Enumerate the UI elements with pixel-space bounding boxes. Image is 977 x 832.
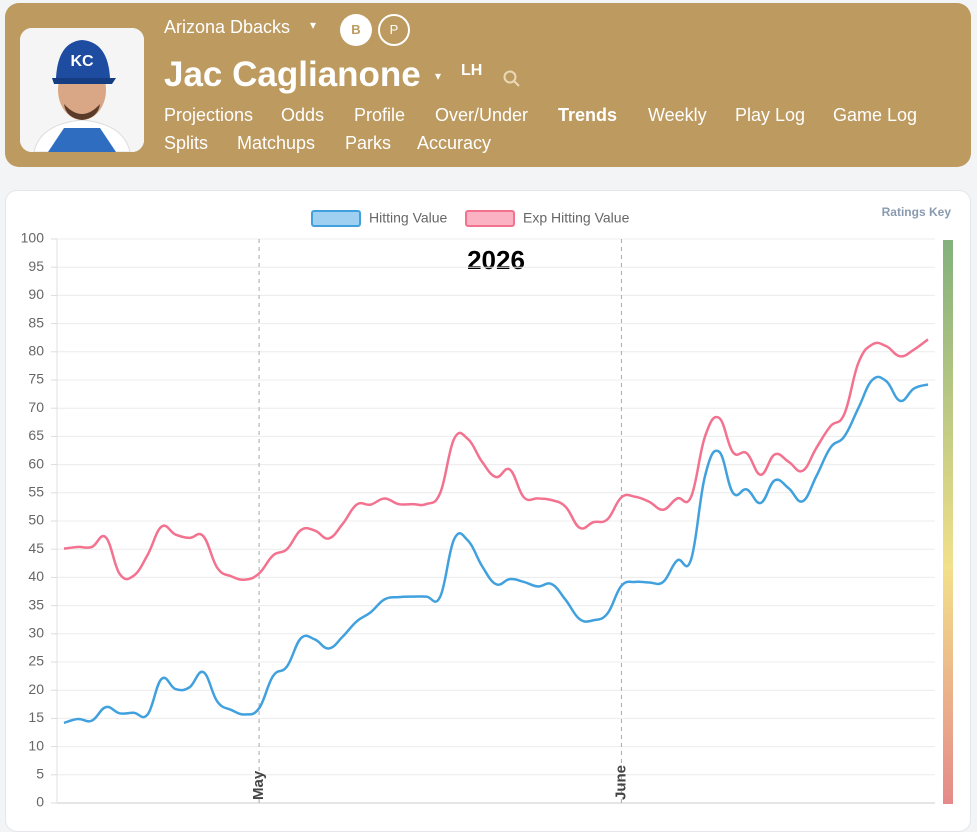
series-line bbox=[63, 375, 929, 725]
player-name: Jac Caglianone bbox=[164, 55, 421, 94]
y-tick-label: 70 bbox=[28, 399, 44, 415]
x-tick-label: May bbox=[250, 770, 267, 800]
legend-swatch bbox=[465, 210, 515, 227]
x-tick-label: June bbox=[612, 765, 629, 800]
search-icon[interactable] bbox=[502, 69, 522, 89]
y-tick-label: 50 bbox=[28, 512, 44, 528]
y-tick-label: 35 bbox=[28, 596, 44, 612]
y-tick-label: 15 bbox=[28, 709, 44, 725]
nav-link[interactable]: Play Log bbox=[735, 105, 806, 125]
series-line bbox=[63, 338, 929, 582]
nav-link[interactable]: Profile bbox=[354, 105, 406, 125]
player-photo: KC bbox=[20, 28, 144, 152]
team-dropdown[interactable]: ▾ bbox=[310, 18, 317, 32]
legend-label: Hitting Value bbox=[369, 210, 448, 226]
y-tick-label: 0 bbox=[36, 794, 44, 810]
y-tick-label: 65 bbox=[28, 427, 44, 443]
player-header: KC Arizona Dbacks ▾ B P Jac Caglianone ▾… bbox=[5, 3, 971, 167]
y-tick-label: 75 bbox=[28, 371, 44, 387]
legend-label: Exp Hitting Value bbox=[523, 210, 630, 226]
chart-card bbox=[5, 190, 971, 832]
handedness: LH bbox=[461, 62, 483, 79]
nav-link[interactable]: Parks bbox=[345, 133, 392, 153]
nav-link[interactable]: Over/Under bbox=[435, 105, 529, 125]
nav-link[interactable]: Odds bbox=[281, 105, 325, 125]
y-tick-label: 55 bbox=[28, 484, 44, 500]
y-tick-label: 10 bbox=[28, 737, 44, 753]
y-tick-label: 90 bbox=[28, 286, 44, 302]
nav-link[interactable]: Projections bbox=[164, 105, 254, 125]
player-dropdown[interactable]: ▾ bbox=[435, 69, 442, 83]
nav-link[interactable]: Matchups bbox=[237, 133, 316, 153]
y-tick-label: 40 bbox=[28, 568, 44, 584]
chart-title: 2026 bbox=[467, 245, 525, 275]
team-name[interactable]: Arizona Dbacks bbox=[164, 17, 291, 37]
y-tick-label: 80 bbox=[28, 343, 44, 359]
y-tick-label: 20 bbox=[28, 681, 44, 697]
y-tick-label: 25 bbox=[28, 653, 44, 669]
y-tick-label: 100 bbox=[21, 230, 45, 246]
nav-link[interactable]: Accuracy bbox=[417, 133, 492, 153]
y-tick-label: 30 bbox=[28, 625, 44, 641]
nav-link[interactable]: Splits bbox=[164, 133, 209, 153]
nav-link[interactable]: Weekly bbox=[648, 105, 707, 125]
y-tick-label: 5 bbox=[36, 766, 44, 782]
ratings-gradient bbox=[943, 240, 953, 804]
legend-swatch bbox=[311, 210, 361, 227]
photo-art: KC bbox=[20, 28, 144, 152]
y-tick-label: 45 bbox=[28, 540, 44, 556]
y-tick-label: 85 bbox=[28, 314, 44, 330]
y-tick-label: 95 bbox=[28, 258, 44, 274]
badge[interactable]: B bbox=[340, 14, 372, 46]
y-tick-label: 60 bbox=[28, 455, 44, 471]
nav-link[interactable]: Game Log bbox=[833, 105, 918, 125]
badge[interactable]: P bbox=[378, 14, 410, 46]
svg-text:KC: KC bbox=[70, 53, 94, 70]
ratings-key[interactable]: Ratings Key bbox=[882, 205, 952, 219]
nav-link-active[interactable]: Trends bbox=[558, 105, 618, 125]
